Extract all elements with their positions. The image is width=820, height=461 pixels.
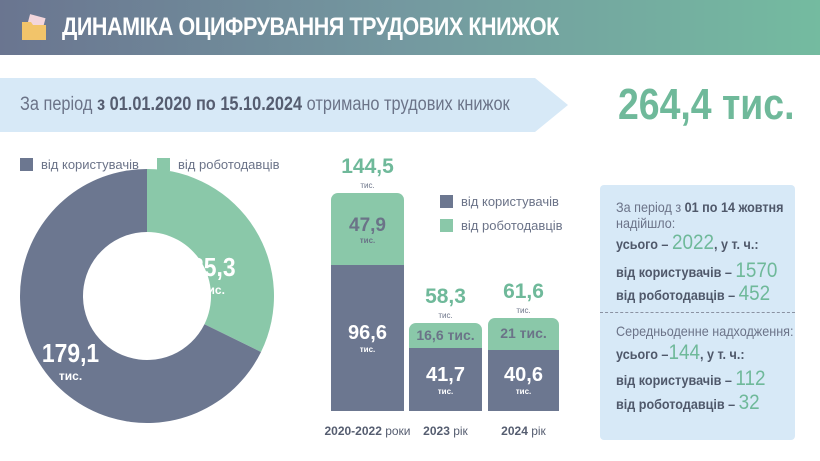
avg-title: Середньоденне надходження:: [616, 323, 794, 339]
donut-label-employers: 85,3 тис.: [191, 252, 236, 297]
bar-label-users: 41,7: [426, 363, 465, 386]
folder-documents-icon: [22, 14, 46, 40]
legend-label: від роботодавців: [461, 218, 563, 233]
bar-category-label: 2024 рік: [501, 424, 546, 438]
donut-slice-users: [19, 169, 262, 423]
period-range: з 01.01.2020 по 15.10.2024: [96, 94, 303, 115]
bar-users: [488, 349, 559, 411]
summary-total: усього – 2022, у т. ч.:: [616, 231, 759, 254]
bar-total-unit: тис.: [438, 310, 453, 320]
donut-chart: [19, 169, 274, 423]
period-prefix: За період: [20, 94, 97, 115]
summary-line: надійшло:: [616, 215, 676, 231]
bar-unit-users: тис.: [515, 387, 532, 397]
bar-legend-employers: від роботодавців: [440, 218, 563, 233]
divider: [600, 312, 795, 313]
donut-label-users: 179,1 тис.: [41, 338, 100, 383]
header-banner: ДИНАМІКА ОЦИФРУВАННЯ ТРУДОВИХ КНИЖОК: [0, 0, 820, 55]
bar-label-employers: 47,9: [349, 214, 386, 236]
legend-swatch: [20, 158, 33, 171]
bar-label-employers: 21 тис.: [500, 324, 547, 341]
legend-label: від роботодавців: [178, 157, 280, 172]
summary-users: від користувачів – 1570: [616, 259, 778, 282]
avg-users: від користувачів – 112: [616, 367, 766, 390]
avg-total: усього –144, у т. ч.:: [616, 341, 745, 364]
bar-total-label: 58,3: [425, 284, 466, 308]
summary-employers: від роботодавців – 452: [616, 282, 771, 305]
bar-label-users: 40,6: [504, 364, 543, 387]
bar-total-unit: тис.: [360, 180, 375, 190]
bar-label-employers: 16,6 тис.: [416, 326, 475, 343]
avg-employers: від роботодавців – 32: [616, 391, 760, 414]
bar-category-label: 2023 рік: [423, 424, 468, 438]
donut-legend-employers: від роботодавців: [157, 157, 280, 172]
donut-legend-users: від користувачів: [20, 157, 139, 172]
bar-users: [331, 265, 404, 411]
bar-unit-employers: тис.: [359, 235, 376, 245]
bar-label-users: 96,6: [348, 322, 387, 345]
page-title: ДИНАМІКА ОЦИФРУВАННЯ ТРУДОВИХ КНИЖОК: [62, 13, 559, 41]
bar-category-label: 2020-2022 роки: [324, 424, 411, 438]
bar-legend-users: від користувачів: [440, 194, 559, 209]
legend-swatch: [157, 158, 170, 171]
summary-panel: За період з 01 по 14 жовтня надійшло: ус…: [600, 185, 795, 440]
bar-total-label: 61,6: [503, 279, 544, 303]
legend-label: від користувачів: [461, 194, 559, 209]
donut-slice-employers: [147, 169, 274, 352]
bar-total-label: 144,5: [341, 154, 394, 178]
bar-users: [409, 348, 482, 411]
legend-swatch: [440, 219, 453, 232]
bar-total-unit: тис.: [516, 305, 531, 315]
total-count: 264,4 тис.: [618, 80, 795, 129]
bar-employers: [331, 192, 404, 272]
bar-employers: [488, 317, 559, 356]
legend-label: від користувачів: [41, 157, 139, 172]
bar-unit-users: тис.: [437, 386, 454, 396]
period-suffix: отримано трудових книжок: [302, 94, 510, 115]
period-banner: За період з 01.01.2020 по 15.10.2024 отр…: [0, 78, 568, 132]
legend-swatch: [440, 195, 453, 208]
bar-unit-users: тис.: [359, 345, 376, 355]
